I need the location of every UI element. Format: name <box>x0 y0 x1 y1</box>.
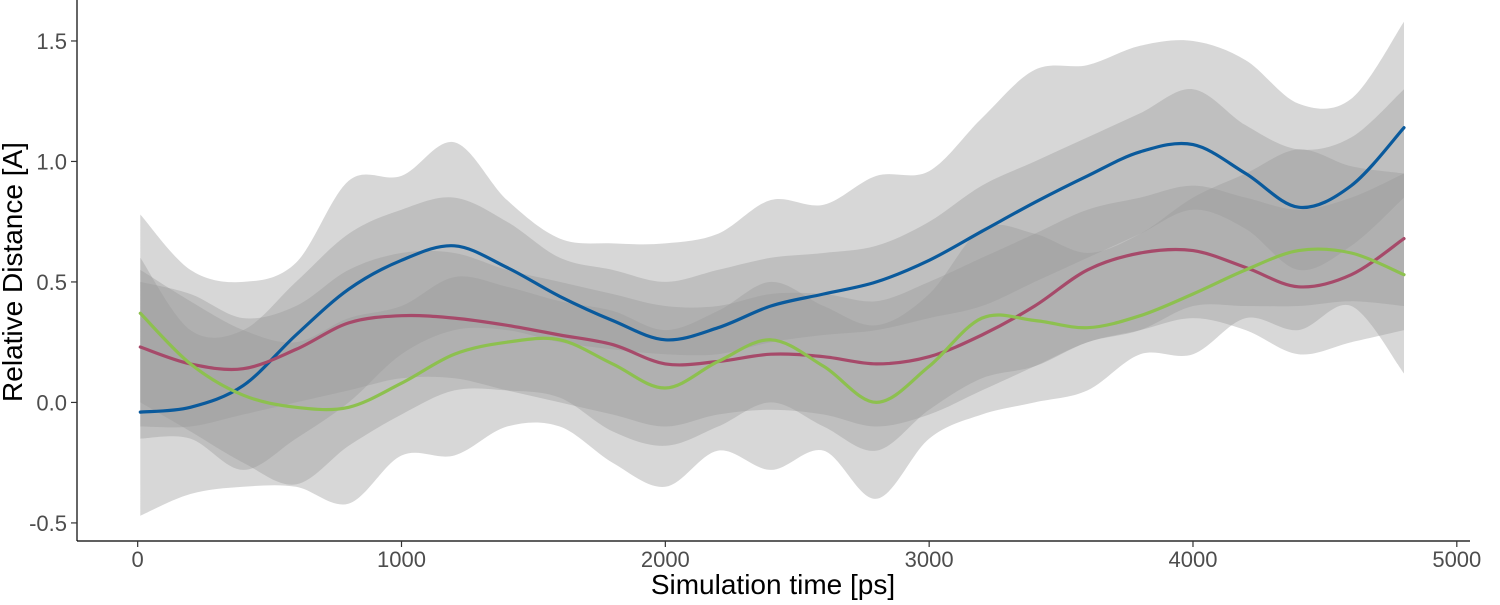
x-axis-title: Simulation time [ps] <box>651 569 895 600</box>
series-1-line <box>138 126 1406 414</box>
series-1-inner-band <box>140 89 1404 470</box>
y-tick-label-2: 0.5 <box>36 270 67 295</box>
x-tick-label-5000: 5000 <box>1432 547 1481 572</box>
x-tick-label-4000: 4000 <box>1169 547 1218 572</box>
confidence-bands <box>140 21 1404 516</box>
x-tick-label-3000: 3000 <box>905 547 954 572</box>
x-tick-label-1000: 1000 <box>377 547 426 572</box>
y-tick-label-1: 0.0 <box>36 390 67 415</box>
y-axis-title: Relative Distance [A] <box>0 142 28 402</box>
y-tick-label-4: 1.5 <box>36 29 67 54</box>
x-tick-label-2000: 2000 <box>641 547 690 572</box>
series-1-outer-band <box>140 21 1404 516</box>
series-3-inner-band <box>140 149 1404 485</box>
x-tick-label-0: 0 <box>132 547 144 572</box>
axes: 0 1000 2000 3000 4000 5000 -0.5 0.0 0.5 1.0 1.5 <box>29 0 1481 572</box>
y-tick-label-0: -0.5 <box>29 511 67 536</box>
series-2-line <box>138 237 1406 372</box>
series-3-line <box>138 247 1406 412</box>
series-2-inner-band <box>140 173 1404 428</box>
y-tick-label-3: 1.0 <box>36 149 67 174</box>
series-lines <box>138 126 1406 414</box>
